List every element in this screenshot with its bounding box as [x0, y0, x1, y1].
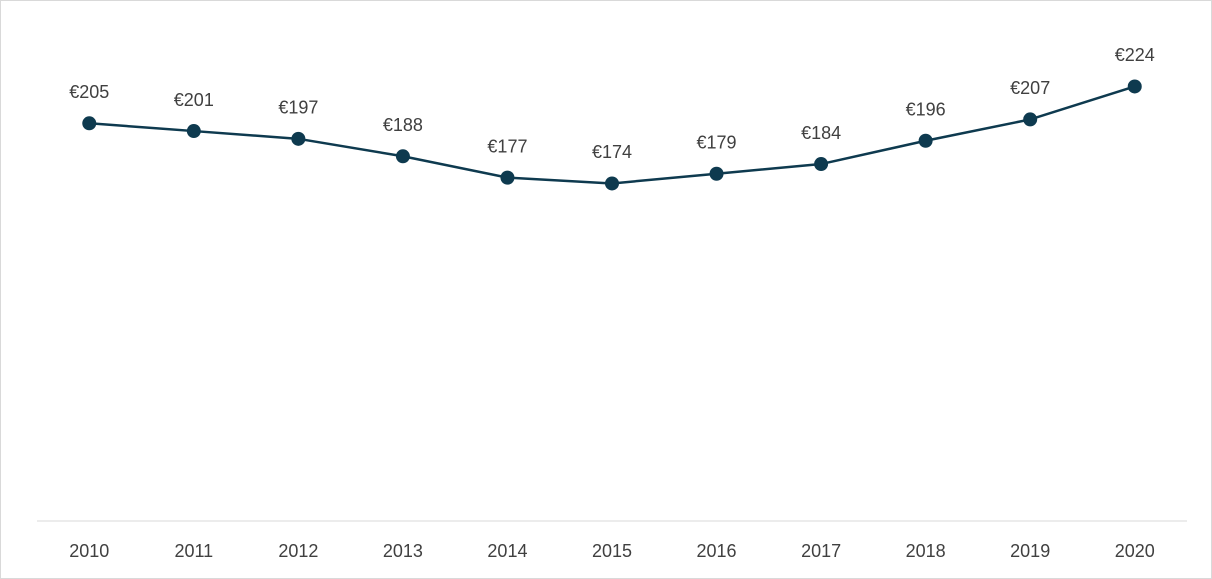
x-tick-label: 2020	[1115, 541, 1155, 561]
data-label: €179	[697, 132, 737, 152]
x-tick-label: 2016	[697, 541, 737, 561]
data-label: €196	[906, 100, 946, 120]
x-tick-label: 2018	[906, 541, 946, 561]
data-point	[605, 176, 619, 191]
data-point	[814, 157, 829, 172]
x-tick-label: 2010	[69, 541, 109, 561]
data-point	[291, 131, 306, 146]
data-point	[395, 149, 410, 164]
data-point	[918, 133, 933, 148]
x-tick-label: 2013	[383, 541, 423, 561]
data-label: €197	[278, 98, 318, 118]
data-label: €174	[592, 142, 632, 162]
x-tick-label: 2015	[592, 541, 632, 561]
x-tick-label: 2017	[801, 541, 841, 561]
data-point	[82, 116, 97, 131]
data-label: €205	[69, 82, 109, 102]
x-tick-label: 2012	[278, 541, 318, 561]
data-label: €201	[174, 90, 214, 110]
data-label: €177	[487, 136, 527, 156]
data-point	[186, 124, 201, 139]
data-point	[500, 170, 515, 185]
x-tick-label: 2011	[174, 541, 213, 561]
x-tick-label: 2014	[487, 541, 527, 561]
x-tick-label: 2019	[1010, 541, 1050, 561]
data-label: €224	[1115, 45, 1155, 65]
data-point	[1023, 112, 1038, 127]
data-label: €207	[1010, 78, 1050, 98]
data-point	[709, 166, 724, 181]
data-label: €184	[801, 123, 841, 143]
data-label: €188	[383, 115, 423, 135]
data-point	[1127, 79, 1142, 94]
